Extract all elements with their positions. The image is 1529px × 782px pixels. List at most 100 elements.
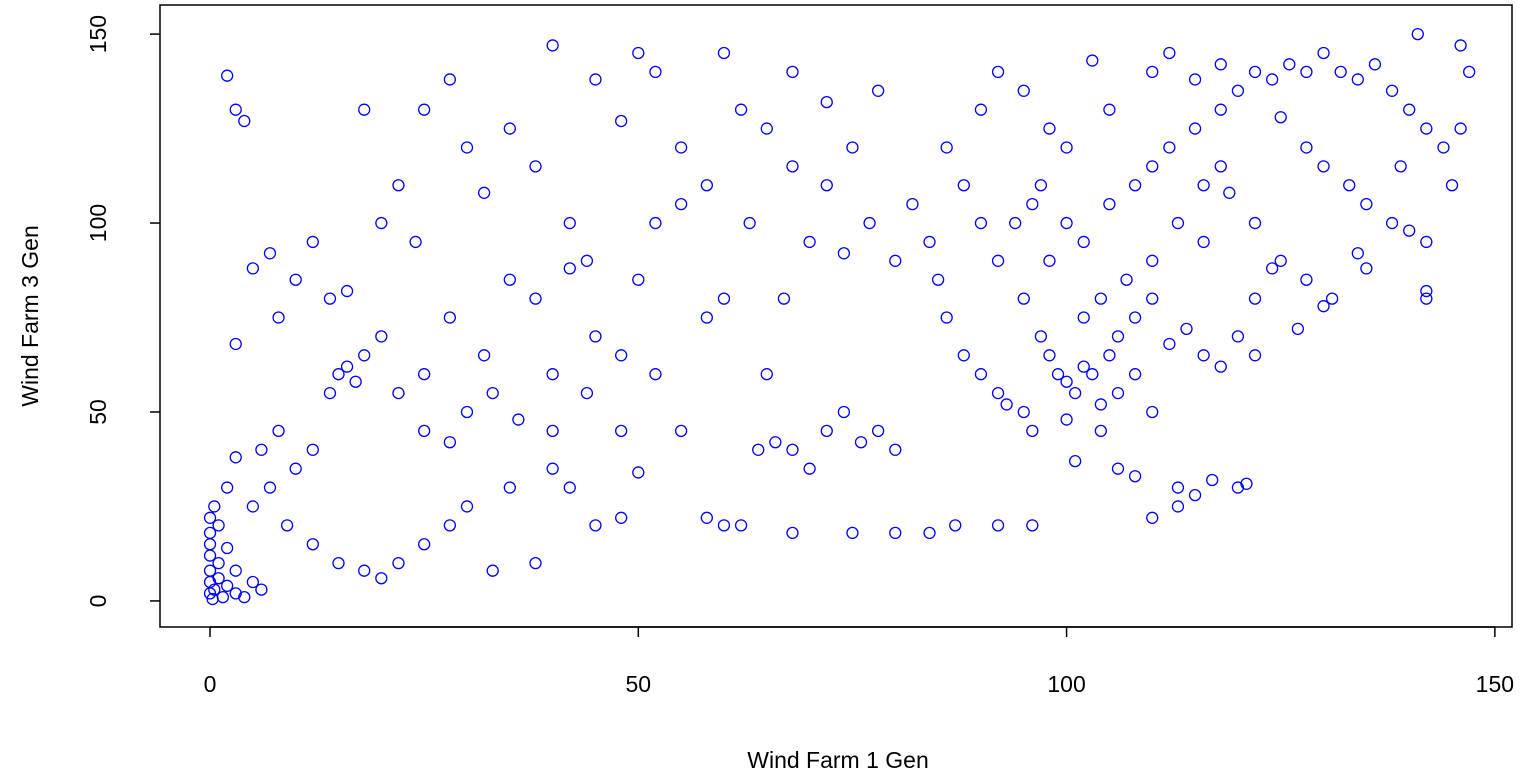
point — [846, 526, 859, 540]
point — [443, 73, 457, 86]
point — [1214, 103, 1227, 116]
point — [1420, 122, 1433, 135]
point — [1171, 481, 1185, 494]
point — [1231, 330, 1245, 343]
point — [615, 511, 628, 524]
point — [203, 526, 217, 540]
point — [1325, 292, 1339, 305]
point — [957, 179, 970, 192]
point — [786, 526, 799, 540]
point — [1171, 216, 1185, 230]
point — [940, 141, 953, 154]
point — [1283, 58, 1296, 71]
x-tick-label: 100 — [1047, 671, 1085, 697]
point — [837, 405, 851, 419]
point — [263, 247, 277, 260]
point — [1146, 292, 1159, 305]
point — [221, 481, 234, 494]
point — [229, 103, 242, 116]
point — [1026, 424, 1039, 438]
point — [1077, 360, 1090, 373]
point — [760, 122, 773, 135]
point — [1043, 122, 1056, 135]
point — [674, 424, 688, 438]
point — [375, 572, 388, 585]
point — [974, 216, 988, 230]
point — [255, 583, 268, 596]
point — [674, 197, 688, 211]
point — [1214, 58, 1227, 71]
point — [1017, 405, 1030, 419]
point — [1128, 311, 1142, 324]
x-tick-label: 150 — [1476, 671, 1514, 697]
point — [1094, 292, 1107, 305]
point — [1094, 424, 1107, 438]
point — [580, 254, 594, 267]
point — [306, 538, 319, 551]
point — [1034, 179, 1048, 192]
point — [1368, 58, 1382, 71]
point — [1103, 103, 1116, 116]
point — [1206, 473, 1219, 487]
point — [589, 330, 602, 343]
point — [238, 114, 251, 128]
point — [589, 73, 602, 86]
point — [418, 424, 431, 438]
point — [1146, 65, 1159, 79]
point — [477, 349, 491, 362]
point — [246, 575, 260, 589]
point — [212, 519, 225, 532]
x-axis-label: Wind Farm 1 Gen — [747, 747, 929, 773]
point — [1146, 160, 1159, 173]
point — [769, 436, 782, 449]
point — [1445, 179, 1459, 192]
point — [820, 424, 833, 438]
point — [503, 122, 516, 135]
point — [289, 273, 302, 286]
point — [1111, 386, 1125, 400]
point — [949, 519, 962, 532]
point — [1086, 54, 1099, 67]
point — [974, 368, 988, 381]
point — [1086, 368, 1099, 381]
point — [1111, 330, 1125, 343]
point — [717, 292, 731, 305]
plot-frame — [159, 4, 1513, 628]
point — [323, 386, 337, 400]
point — [358, 103, 371, 116]
point — [957, 349, 970, 362]
point — [238, 590, 251, 604]
point — [1180, 322, 1193, 335]
point — [991, 65, 1005, 79]
point — [323, 292, 337, 305]
point — [1197, 349, 1210, 362]
point — [1317, 300, 1330, 313]
point — [1009, 216, 1022, 230]
point — [1454, 39, 1467, 52]
point — [229, 337, 242, 351]
point — [1463, 65, 1476, 79]
y-tick-label: 100 — [85, 204, 111, 242]
point — [632, 273, 645, 286]
point — [332, 556, 345, 570]
point — [1043, 349, 1056, 362]
point — [1300, 141, 1313, 154]
point — [546, 368, 559, 381]
y-tick-label: 50 — [85, 399, 111, 425]
point — [615, 349, 628, 362]
point — [777, 292, 791, 305]
point — [280, 519, 294, 532]
point — [477, 186, 491, 199]
point — [1069, 386, 1082, 400]
point — [1146, 405, 1159, 419]
point — [871, 424, 885, 438]
point — [1420, 235, 1433, 249]
point — [418, 103, 431, 116]
point — [871, 84, 885, 97]
point — [649, 216, 662, 230]
point — [1343, 179, 1356, 192]
point — [392, 386, 405, 400]
point — [392, 179, 405, 192]
point — [563, 481, 576, 494]
point — [846, 141, 859, 154]
